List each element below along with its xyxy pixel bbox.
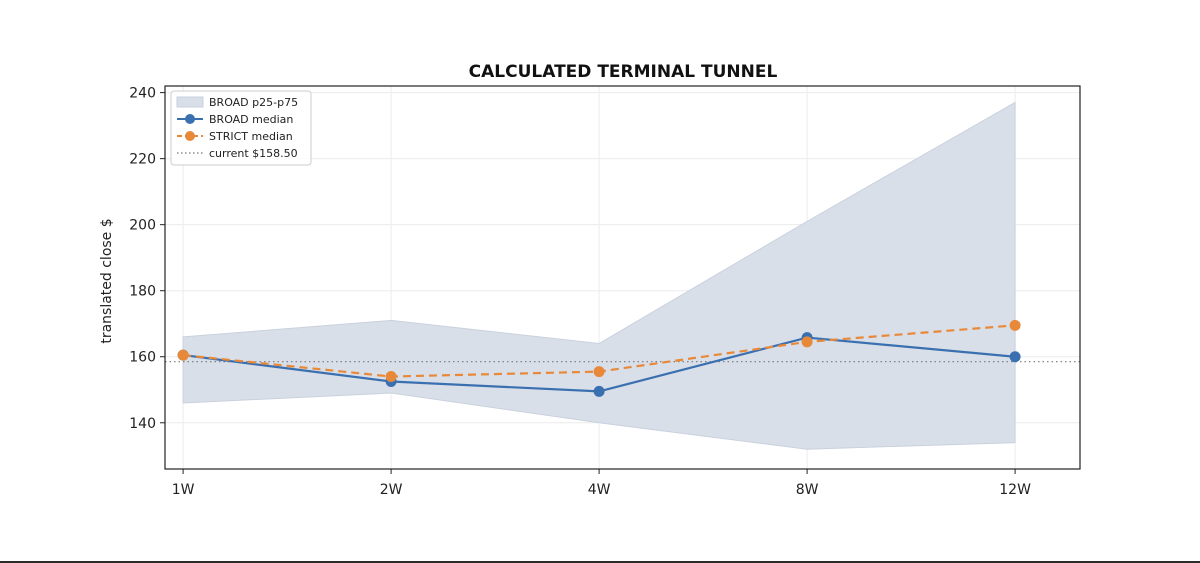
legend: BROAD p25-p75 BROAD median STRICT median cu… [170,90,312,166]
strict-median-point [385,371,397,383]
legend-label: BROAD p25-p75 [209,96,298,109]
axes: 140 160 180 200 220 240 1W 2W 4W 8W 12W [129,85,1081,498]
legend-label: BROAD median [209,113,293,126]
y-tick-label: 220 [129,152,156,168]
y-tick-label: 160 [129,350,156,366]
y-tick-label: 240 [129,86,156,102]
bottom-divider [0,561,1200,563]
strict-median-point [593,366,605,378]
x-tick-label: 12W [999,482,1031,498]
x-tick-label: 8W [796,482,819,498]
strict-median-point [1009,319,1021,331]
chart-title: CALCULATED TERMINAL TUNNEL [469,62,778,82]
legend-label: STRICT median [209,130,293,143]
series-layer [177,319,1021,397]
legend-box [170,90,312,166]
y-axis-label: translated close $ [99,218,115,343]
y-tick-label: 180 [129,284,156,300]
y-tick-label: 140 [129,416,156,432]
broad-median-point [1009,351,1021,363]
x-tick-label: 4W [588,482,611,498]
x-tick-label: 2W [380,482,403,498]
iqr-band [182,101,1016,450]
legend-swatch-marker [185,131,195,141]
plot-frame [164,85,1081,470]
legend-label: current $158.50 [209,147,298,160]
legend-swatch-marker [185,114,195,124]
strict-median-point [801,336,813,348]
legend-swatch-band [176,96,204,108]
iqr-band-layer [182,101,1016,450]
strict-median-point [177,349,189,361]
broad-median-point [593,385,605,397]
y-tick-label: 200 [129,218,156,234]
x-tick-label: 1W [172,482,195,498]
